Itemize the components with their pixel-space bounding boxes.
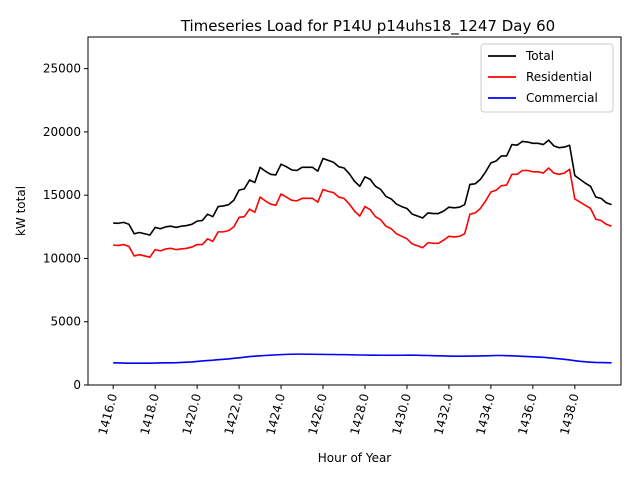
- y-tick-label: 15000: [43, 188, 81, 202]
- plot-frame: [87, 36, 622, 386]
- plot-area: [87, 36, 622, 386]
- legend-box: [480, 43, 614, 113]
- legend-label-commercial: Commercial: [526, 91, 598, 105]
- y-tick-label: 5000: [50, 315, 81, 329]
- series-line-residential: [113, 167, 612, 258]
- y-tick-label: 0: [73, 378, 81, 392]
- legend-label-total: Total: [525, 49, 554, 63]
- chart-title: Timeseries Load for P14U p14uhs18_1247 D…: [180, 17, 555, 36]
- legend: Total Residential Commercial: [480, 43, 614, 113]
- y-tick-label: 25000: [43, 62, 81, 76]
- legend-label-residential: Residential: [526, 70, 592, 84]
- y-axis-label: kW total: [14, 186, 28, 236]
- y-tick-label: 10000: [43, 251, 81, 265]
- y-axis-ticks: 0 5000 10000 15000 20000 25000: [43, 62, 88, 392]
- x-axis-label: Hour of Year: [318, 451, 392, 465]
- series-line-total: [113, 139, 612, 236]
- series-line-commercial: [113, 353, 612, 365]
- y-tick-label: 20000: [43, 125, 81, 139]
- series-lines: [113, 139, 612, 365]
